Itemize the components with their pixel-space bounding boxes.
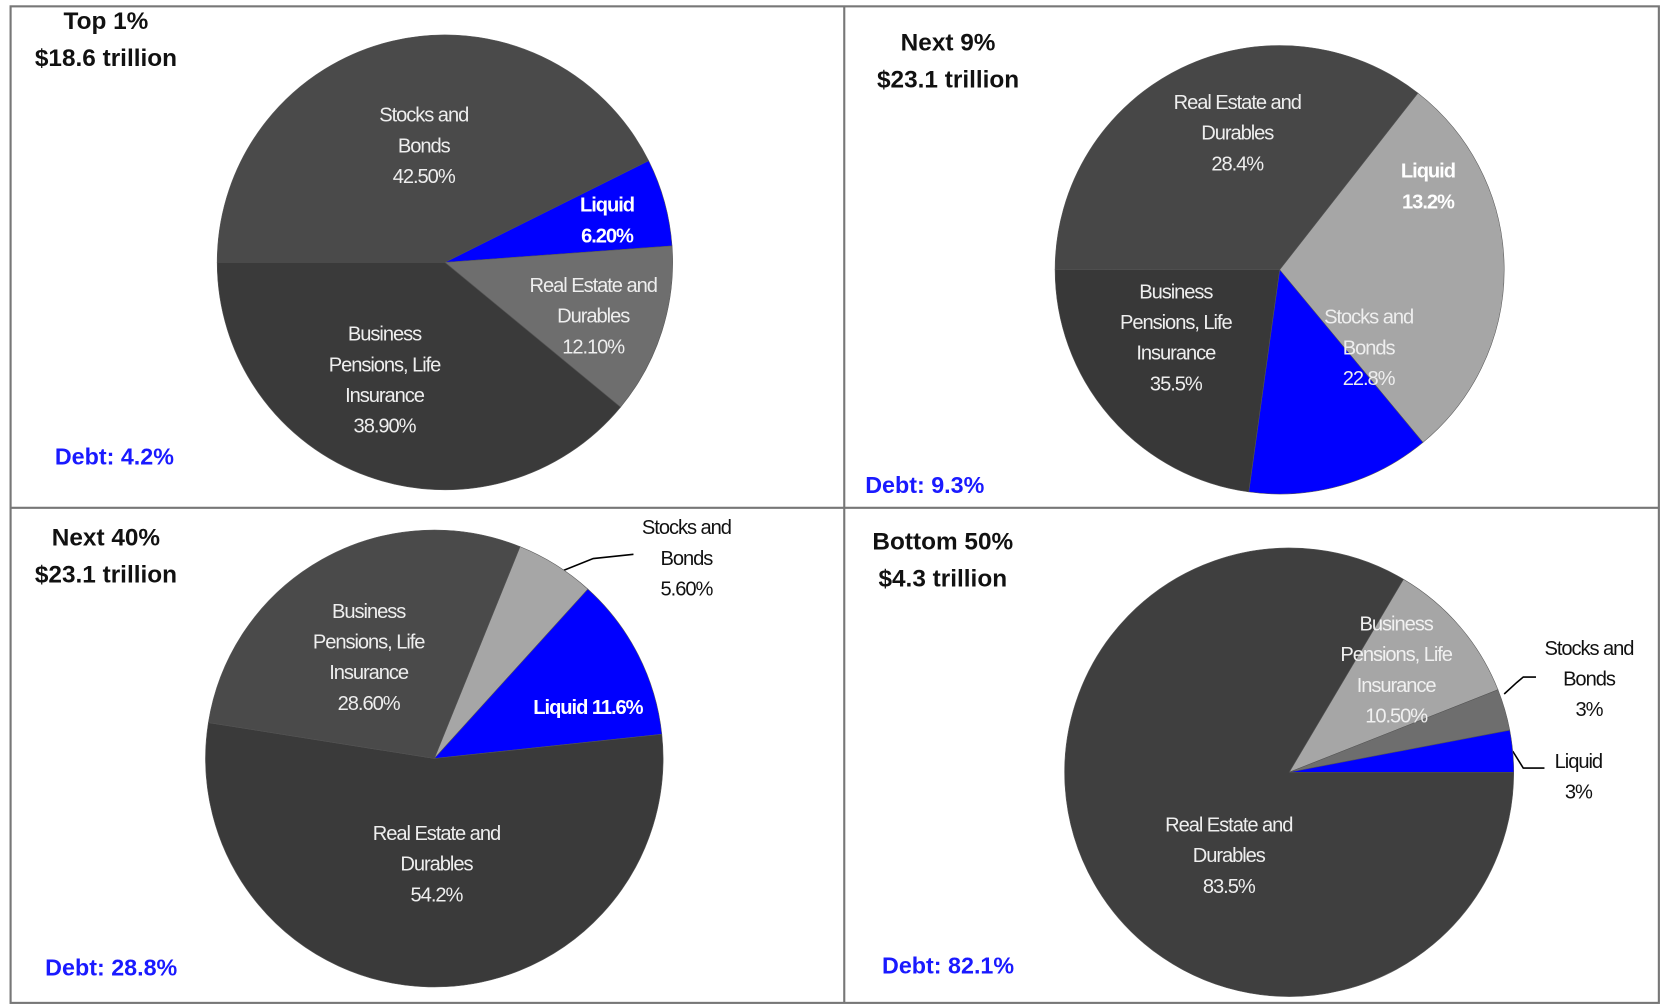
chart-title: Top 1%	[63, 6, 149, 35]
leader-line	[561, 553, 634, 573]
pie-slice	[205, 722, 664, 988]
chart-subtitle: $4.3 trillion	[878, 564, 1008, 592]
value-label: 3%	[1564, 781, 1593, 805]
pie-slice	[208, 529, 521, 759]
pie-slice	[216, 34, 650, 263]
category-label: Real Estate and Durables	[1165, 814, 1293, 868]
value-label: 5.60%	[660, 578, 714, 601]
chart-subtitle: $23.1 trillion	[876, 65, 1020, 93]
slice-label: Business Pensions, Life Insurance 38.90%	[313, 319, 456, 442]
category-label: Liquid	[533, 697, 588, 720]
pie-slice	[1248, 269, 1424, 495]
category-label: Liquid	[579, 194, 635, 217]
category-label: Business Pensions, Life Insurance	[328, 323, 442, 408]
category-label: Stocks and Bonds	[1324, 306, 1414, 360]
slice-label: Real Estate and Durables 54.2%	[357, 819, 516, 911]
category-label: Real Estate and Durables	[372, 823, 501, 876]
value-label: 83.5%	[1202, 875, 1256, 899]
category-label: Business Pensions, Life Insurance	[1120, 281, 1233, 365]
slice-label: Stocks and Bonds 3%	[1531, 634, 1648, 726]
chart-title: Next 40%	[51, 523, 161, 551]
slice-label: Liquid 11.6%	[503, 693, 672, 724]
pie-slice	[433, 588, 663, 759]
slice-label: Real Estate and Durables 28.4%	[1158, 88, 1317, 180]
value-label: 12.10%	[562, 336, 625, 359]
category-label: Real Estate and Durables	[529, 275, 658, 328]
leader-line	[1503, 676, 1536, 695]
slice-label: Business Pensions, Life Insurance 10.50%	[1325, 609, 1468, 732]
pie-slice	[444, 245, 673, 408]
category-label: Liquid	[1400, 160, 1456, 184]
slice-label: Stocks and Bonds 22.8%	[1310, 303, 1427, 395]
value-label: 38.90%	[353, 415, 417, 438]
pie-slice	[1054, 45, 1419, 271]
frame	[9, 5, 1660, 1004]
category-label: Business Pensions, Life Insurance	[312, 600, 426, 685]
slice-label: Business Pensions, Life Insurance 28.60%	[297, 597, 440, 720]
value-label: 28.4%	[1211, 153, 1264, 176]
value-label: 28.60%	[337, 692, 401, 716]
slice-label: Liquid 13.2%	[1386, 157, 1471, 218]
debt-annotation: Debt: 9.3%	[865, 471, 985, 499]
debt-annotation: Debt: 82.1%	[882, 952, 1015, 979]
slice-label: Liquid 6.20%	[565, 190, 650, 251]
pie-slice	[1279, 92, 1505, 443]
category-label: Stocks and Bonds	[379, 104, 469, 158]
category-label: Stocks and Bonds	[1544, 637, 1634, 691]
value-label: 11.6%	[591, 697, 644, 720]
value-label: 3%	[1575, 699, 1603, 722]
chart-subtitle: $18.6 trillion	[34, 43, 178, 72]
slice-label: Stocks and Bonds 42.50%	[365, 101, 482, 193]
category-label: Business Pensions, Life Insurance	[1340, 613, 1453, 698]
value-label: 6.20%	[581, 225, 634, 248]
debt-annotation: Debt: 28.8%	[45, 954, 178, 981]
category-label: Real Estate and Durables	[1173, 92, 1302, 145]
debt-annotation: Debt: 4.2%	[54, 443, 174, 470]
value-label: 10.50%	[1365, 705, 1428, 728]
chart-title: Bottom 50%	[872, 527, 1014, 555]
pie-slice	[1288, 578, 1499, 773]
pie-slice	[216, 262, 621, 491]
slice-label-row: Liquid 11.6%	[503, 693, 672, 724]
pie-slice	[1054, 269, 1280, 493]
chart-title: Next 9%	[900, 28, 996, 56]
pie-slice	[1064, 547, 1515, 997]
category-label: Liquid	[1554, 751, 1603, 774]
chart-subtitle: $23.1 trillion	[34, 560, 178, 588]
value-label: 13.2%	[1402, 191, 1455, 214]
slice-label: Stocks and Bonds 5.60%	[628, 513, 745, 605]
leader-line	[1512, 750, 1545, 769]
slice-label: Business Pensions, Life Insurance 35.5%	[1104, 277, 1247, 400]
slice-label: Real Estate and Durables 12.10%	[514, 271, 673, 363]
value-label: 35.5%	[1149, 373, 1203, 396]
value-label: 22.8%	[1342, 368, 1396, 391]
slice-label: Real Estate and Durables 83.5%	[1149, 810, 1308, 902]
value-label: 42.50%	[392, 166, 456, 189]
slice-label: Liquid 3%	[1536, 747, 1621, 808]
category-label: Stocks and Bonds	[641, 517, 732, 571]
value-label: 54.2%	[410, 884, 464, 907]
